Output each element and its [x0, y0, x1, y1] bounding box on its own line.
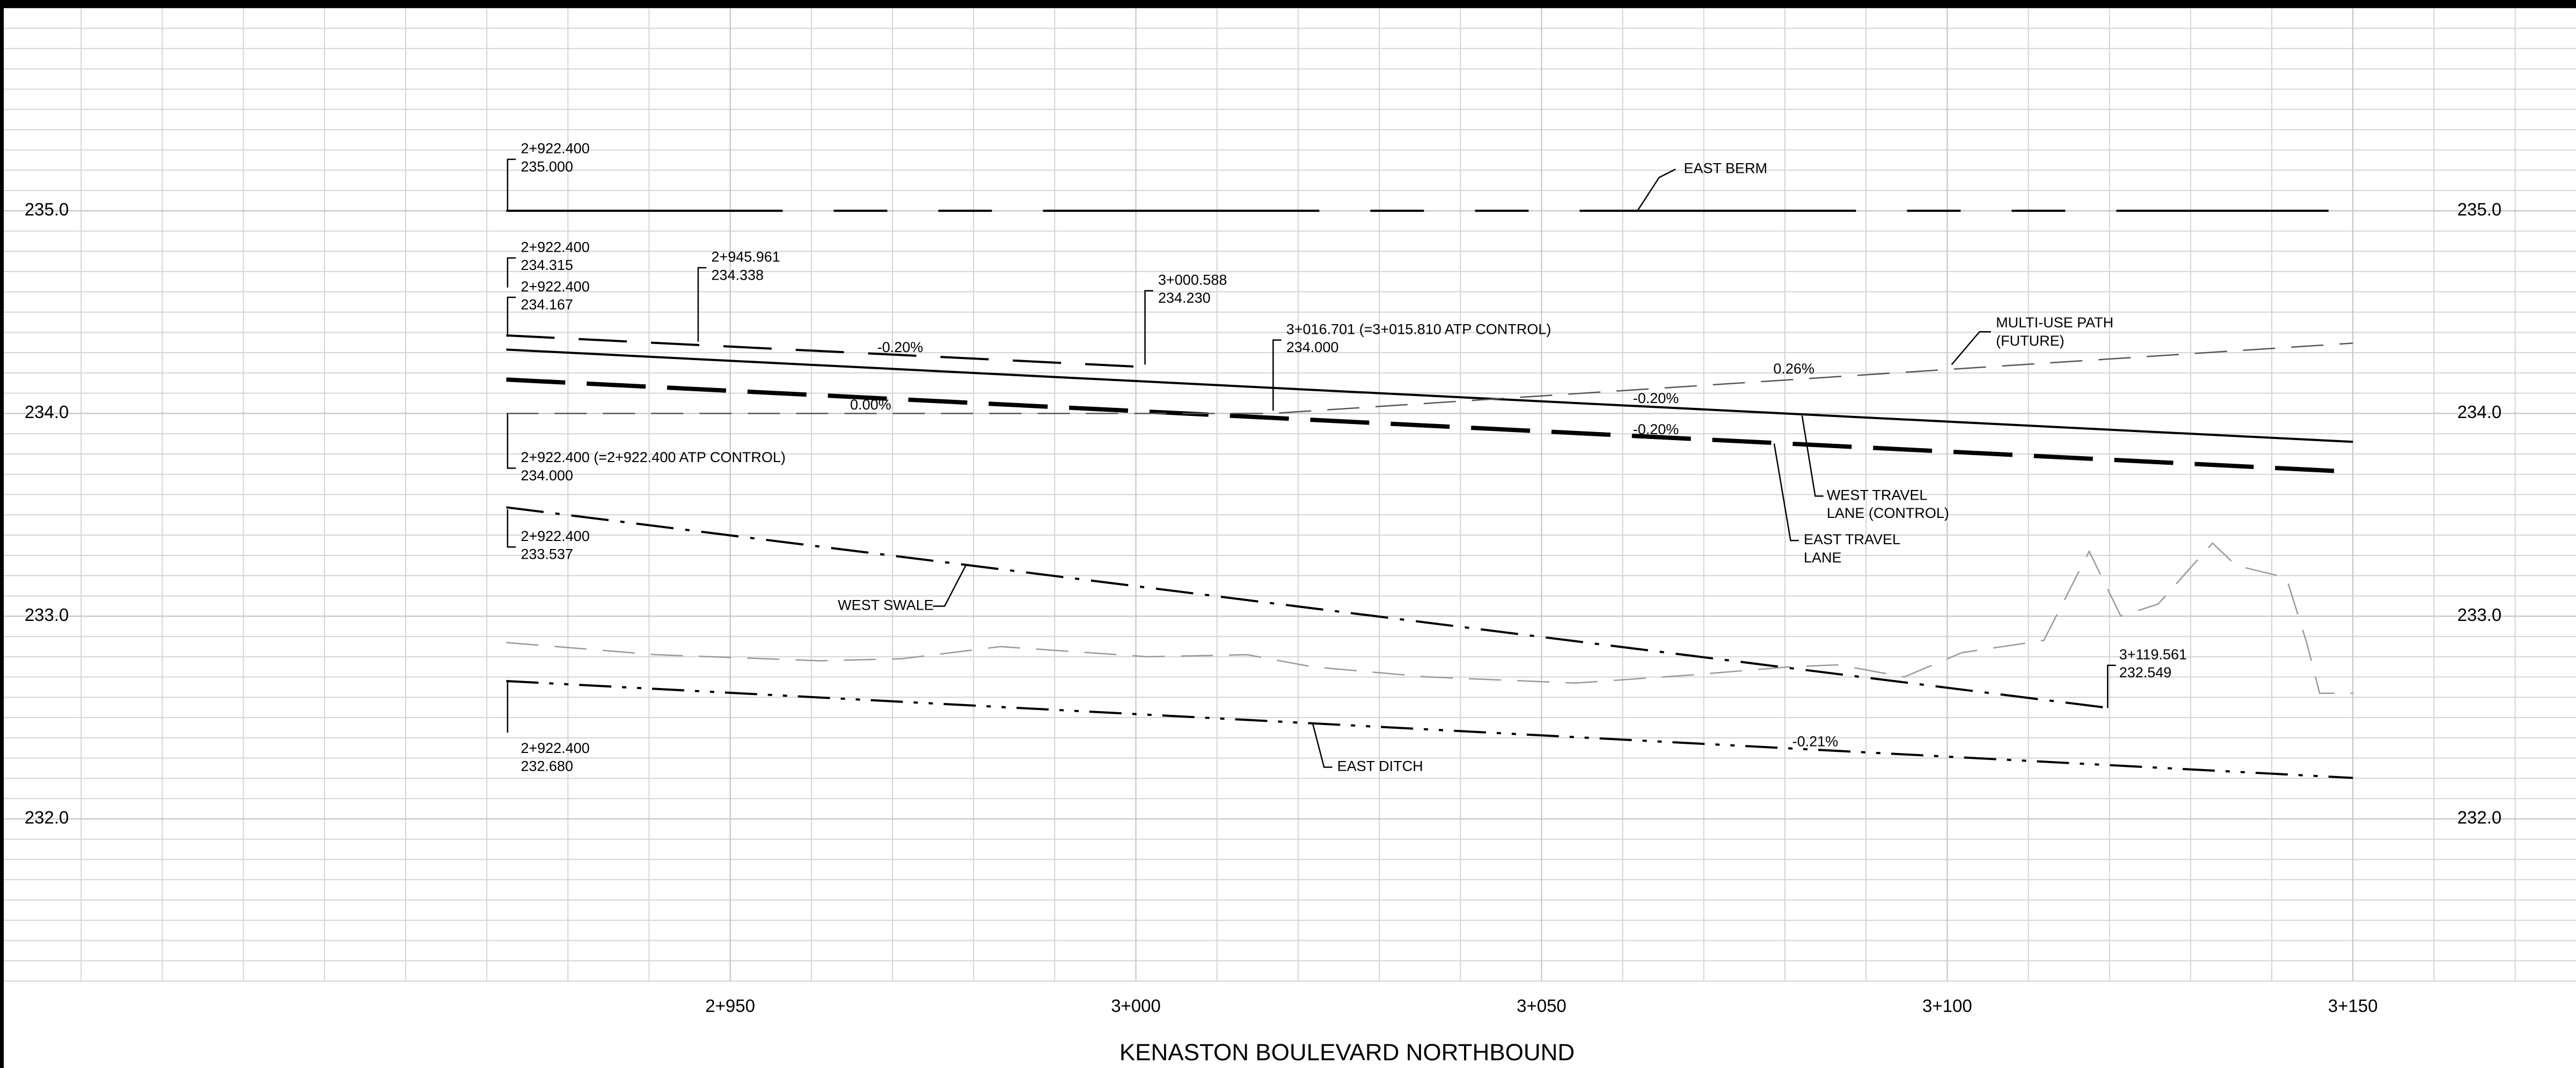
series-line — [506, 542, 2353, 694]
x-tick-label: 3+100 — [1922, 996, 1972, 1016]
series-line — [506, 334, 1141, 368]
leader-line — [697, 267, 707, 342]
x-tick-label: 3+000 — [1111, 996, 1161, 1016]
leader-line — [507, 158, 516, 210]
annotation-text: 233.537 — [521, 546, 573, 562]
top-border — [0, 0, 2576, 8]
y-tick-label: 233.0 — [25, 605, 69, 625]
leader-line — [1637, 169, 1676, 211]
leader-line — [507, 509, 516, 548]
annotation-text: EAST BERM — [1684, 160, 1768, 176]
annotation-text: 234.315 — [521, 257, 573, 273]
leader-line — [507, 257, 516, 288]
annotation-text: 3+016.701 (=3+015.810 ATP CONTROL) — [1286, 321, 1552, 337]
annotation-text: 3+000.588 — [1158, 272, 1227, 288]
annotation-text: 2+922.400 (=2+922.400 ATP CONTROL) — [521, 449, 786, 465]
annotation-text: 2+922.400 — [521, 528, 589, 544]
series-line — [506, 680, 2353, 779]
annotation-text: 2+922.400 — [521, 239, 589, 255]
y-tick-label: 235.0 — [25, 199, 69, 219]
annotation-text: -0.20% — [1633, 390, 1679, 406]
leader-line — [1144, 290, 1153, 365]
annotation-text: 232.549 — [2119, 664, 2172, 681]
annotation-text: 2+922.400 — [521, 141, 589, 157]
annotation-text: 234.230 — [1158, 290, 1211, 306]
annotation-text: 3+119.561 — [2119, 646, 2187, 662]
y-tick-label: 234.0 — [25, 402, 69, 422]
annotation-text: LANE — [1804, 550, 1842, 566]
annotation-text: 234.167 — [521, 296, 573, 312]
leader-line — [1801, 415, 1824, 497]
annotation-text: 2+945.961 — [711, 249, 780, 265]
grid — [0, 8, 2576, 982]
annotation-text: 234.000 — [1286, 339, 1339, 355]
annotation-text: 234.338 — [711, 267, 764, 283]
annotation-text: WEST SWALE — [838, 597, 934, 613]
x-tick-label: 3+050 — [1517, 996, 1567, 1016]
y-tick-label: 232.0 — [2457, 808, 2502, 828]
annotation-text: 232.680 — [521, 758, 573, 774]
x-tick-label: 2+950 — [705, 996, 755, 1016]
leader-line — [1272, 339, 1282, 411]
x-tick-label: 3+150 — [2328, 996, 2378, 1016]
series-line — [506, 342, 2353, 414]
chart-title: KENASTON BOULEVARD NORTHBOUND — [1119, 1040, 1575, 1066]
y-tick-label: 234.0 — [2457, 402, 2502, 422]
annotation-text: 2+922.400 — [521, 279, 589, 295]
y-tick-label: 235.0 — [2457, 199, 2502, 219]
annotation-text: (FUTURE) — [1996, 333, 2064, 349]
leader-line — [507, 414, 516, 469]
leader-line — [1773, 443, 1799, 542]
annotation-text: MULTI-USE PATH — [1996, 314, 2113, 331]
annotation-text: 0.26% — [1773, 361, 1814, 377]
annotation-text: 235.000 — [521, 158, 573, 174]
leader-line — [1951, 331, 1991, 365]
leader-line — [2107, 664, 2116, 708]
plot — [506, 209, 2353, 779]
annotation-text: 2+922.400 — [521, 740, 589, 756]
series-line — [506, 506, 2106, 709]
annotation-text: 234.000 — [521, 467, 573, 484]
y-tick-label: 232.0 — [25, 808, 69, 828]
series-line — [506, 348, 2353, 443]
annotation-text: WEST TRAVEL — [1827, 487, 1928, 503]
leader-line — [933, 565, 967, 607]
leader-line — [507, 296, 516, 337]
annotation-text: -0.20% — [1633, 421, 1679, 437]
leader-line — [1312, 722, 1333, 768]
annotation-text: -0.21% — [1792, 734, 1839, 750]
series-line — [506, 377, 2353, 474]
left-border — [0, 0, 4, 1068]
annotation-text: 0.00% — [850, 397, 891, 413]
annotation-text: LANE (CONTROL) — [1827, 505, 1949, 521]
y-tick-label: 233.0 — [2457, 605, 2502, 625]
annotation-text: EAST TRAVEL — [1804, 531, 1900, 547]
annotation-text: EAST DITCH — [1337, 758, 1423, 774]
annotation-text: -0.20% — [877, 339, 924, 355]
